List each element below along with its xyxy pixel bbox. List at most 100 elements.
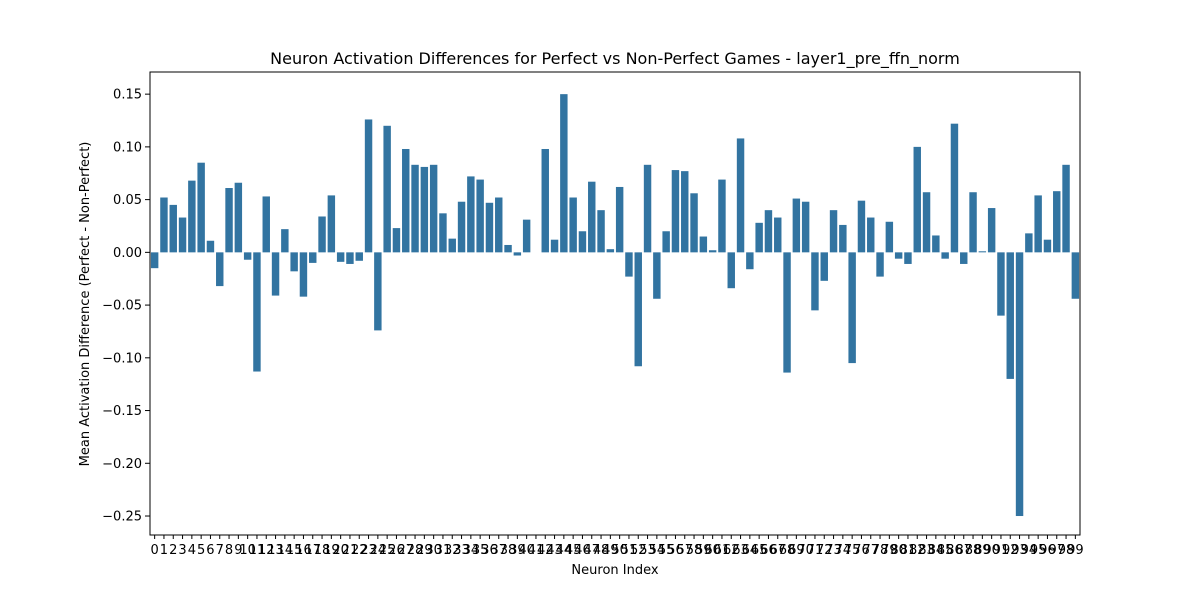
x-tick-label: 44: [556, 543, 573, 558]
bar-neuron-62: [727, 252, 735, 289]
x-tick-label: 37: [490, 543, 507, 558]
x-tick-label: 74: [835, 543, 852, 558]
x-tick-label: 51: [621, 543, 638, 558]
bar-neuron-39: [513, 252, 522, 256]
bar-neuron-85: [941, 252, 949, 259]
x-tick-label: 25: [379, 543, 396, 558]
bar-neuron-46: [578, 231, 587, 253]
bar-neuron-91: [997, 252, 1005, 316]
x-tick-label: 90: [983, 543, 1000, 558]
bar-neuron-37: [495, 197, 503, 253]
bar-neuron-96: [1043, 239, 1052, 253]
bar-neuron-98: [1062, 164, 1070, 253]
x-tick-label: 8: [225, 543, 233, 558]
x-tick-label: 9: [234, 543, 242, 558]
x-tick-label: 96: [1039, 543, 1056, 558]
bar-neuron-5: [197, 162, 205, 253]
x-tick-label: 24: [370, 543, 387, 558]
chart-title: Neuron Activation Differences for Perfec…: [270, 49, 960, 69]
bar-neuron-64: [746, 252, 754, 270]
y-tick-label: −0.20: [102, 457, 142, 472]
x-tick-label: 77: [862, 543, 879, 558]
bar-neuron-27: [402, 148, 410, 253]
bar-neuron-74: [839, 224, 847, 253]
x-tick-label: 30: [425, 543, 442, 558]
x-tick-label: 32: [444, 543, 461, 558]
bar-neuron-60: [708, 250, 717, 253]
bar-neuron-13: [271, 252, 280, 296]
plot-frame: [149, 71, 1081, 536]
x-tick-label: 71: [807, 543, 824, 558]
x-tick-label: 43: [546, 543, 563, 558]
x-tick-label: 5: [197, 543, 205, 558]
bar-neuron-19: [327, 195, 336, 253]
bar-neuron-63: [736, 138, 745, 253]
x-tick-label: 75: [844, 543, 861, 558]
bar-neuron-73: [829, 210, 838, 253]
bar-neuron-3: [178, 217, 187, 253]
bar-neuron-34: [467, 176, 475, 253]
x-tick-label: 31: [435, 543, 452, 558]
bar-neuron-40: [522, 219, 531, 253]
bar-neuron-21: [346, 252, 354, 264]
y-tick-label: 0.15: [113, 88, 142, 103]
x-tick-label: 73: [825, 543, 842, 558]
bar-neuron-67: [774, 217, 782, 253]
x-tick-label: 58: [686, 543, 703, 558]
bar-neuron-55: [662, 231, 670, 253]
bar-neuron-35: [476, 179, 484, 253]
bar-neuron-71: [811, 252, 819, 311]
bar-neuron-89: [978, 251, 987, 253]
x-tick-label: 78: [872, 543, 889, 558]
x-tick-label: 98: [1058, 543, 1075, 558]
x-tick-label: 10: [239, 543, 256, 558]
x-tick-label: 2: [169, 543, 177, 558]
bar-neuron-45: [569, 197, 577, 253]
y-axis: 0.15 0.10 0.05 0.00 −0.05 −0.10 −0.15 −0.20 −0.2…: [102, 88, 150, 525]
bar-neuron-51: [625, 252, 633, 277]
x-tick-label: 49: [602, 543, 619, 558]
x-tick-label: 86: [946, 543, 963, 558]
y-tick-label: −0.05: [102, 299, 142, 314]
x-tick-label: 82: [909, 543, 926, 558]
x-tick-label: 52: [630, 543, 647, 558]
bar-neuron-7: [216, 252, 224, 287]
x-tick-label: 28: [407, 543, 424, 558]
x-tick-label: 23: [360, 543, 377, 558]
bar-neuron-38: [504, 244, 512, 253]
bar-neuron-42: [541, 148, 549, 253]
x-tick-label: 36: [481, 543, 498, 558]
x-tick-label: 20: [332, 543, 349, 558]
bar-neuron-50: [615, 186, 624, 253]
x-tick-label: 15: [286, 543, 303, 558]
x-tick-label: 93: [1011, 543, 1028, 558]
bar-neuron-49: [606, 249, 615, 253]
x-tick-label: 0: [151, 543, 159, 558]
bar-neuron-57: [681, 171, 689, 253]
bar-neuron-23: [364, 119, 373, 253]
bar-neuron-12: [262, 196, 270, 253]
bar-neuron-72: [820, 252, 828, 281]
bar-neuron-75: [848, 252, 856, 364]
bar-neuron-92: [1006, 252, 1014, 379]
bar-neuron-0: [150, 252, 159, 269]
x-tick-label: 48: [593, 543, 610, 558]
x-tick-label: 46: [574, 543, 591, 558]
bar-neuron-56: [671, 170, 680, 253]
bar-neuron-70: [801, 201, 810, 253]
bar-neuron-90: [987, 208, 996, 253]
x-tick-label: 40: [518, 543, 535, 558]
x-axis: 0 1 2 3 4 5 6 7 8 9101112131415161718192021222324…: [151, 535, 1084, 558]
bar-neuron-95: [1034, 195, 1042, 253]
x-tick-label: 47: [583, 543, 600, 558]
bar-neuron-15: [290, 252, 298, 272]
x-tick-label: 41: [528, 543, 545, 558]
x-tick-label: 64: [742, 543, 759, 558]
x-tick-label: 18: [314, 543, 331, 558]
bar-neuron-61: [718, 179, 726, 253]
bar-neuron-4: [188, 180, 196, 253]
x-tick-label: 50: [611, 543, 628, 558]
bar-neuron-43: [550, 239, 559, 253]
x-tick-label: 70: [797, 543, 814, 558]
